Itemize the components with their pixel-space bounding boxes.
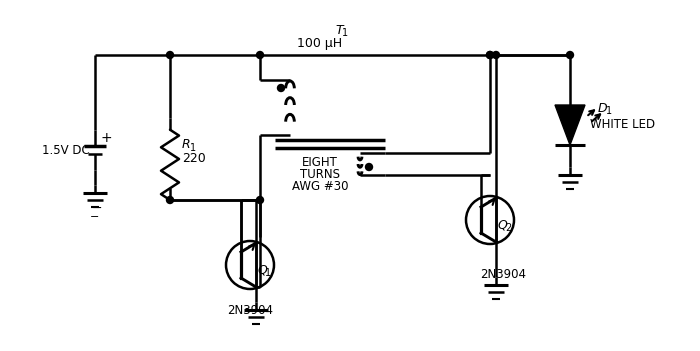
Circle shape <box>277 85 284 92</box>
Text: 100 μH: 100 μH <box>298 37 342 49</box>
Circle shape <box>486 52 493 59</box>
Circle shape <box>256 197 263 204</box>
Text: 2N3904: 2N3904 <box>227 304 273 317</box>
Circle shape <box>486 52 493 59</box>
Text: T: T <box>335 24 342 37</box>
Text: Q: Q <box>257 264 267 277</box>
Text: 220: 220 <box>182 152 206 165</box>
Text: +: + <box>101 131 113 145</box>
Text: R: R <box>182 139 190 152</box>
Text: EIGHT: EIGHT <box>302 157 338 170</box>
Text: TURNS: TURNS <box>300 168 340 181</box>
Text: −: − <box>251 319 260 329</box>
Text: 1: 1 <box>342 28 348 38</box>
Text: Q: Q <box>497 219 507 232</box>
Polygon shape <box>555 105 585 145</box>
Circle shape <box>167 197 174 204</box>
Text: −: − <box>92 201 102 214</box>
Circle shape <box>365 164 372 171</box>
Text: 1: 1 <box>265 268 271 278</box>
Text: 2N3904: 2N3904 <box>480 269 526 282</box>
Text: −: − <box>491 294 500 304</box>
Text: WHITE LED: WHITE LED <box>590 119 655 132</box>
Text: −: − <box>90 212 99 222</box>
Text: −: − <box>566 184 575 194</box>
Text: 2: 2 <box>505 223 511 233</box>
Text: 1: 1 <box>190 143 196 153</box>
Text: AWG #30: AWG #30 <box>292 180 349 193</box>
Circle shape <box>256 52 263 59</box>
Text: 1: 1 <box>606 106 612 116</box>
Text: D: D <box>598 101 608 114</box>
Circle shape <box>566 52 573 59</box>
Circle shape <box>167 52 174 59</box>
Circle shape <box>493 52 500 59</box>
Text: 1.5V DC: 1.5V DC <box>42 144 90 157</box>
